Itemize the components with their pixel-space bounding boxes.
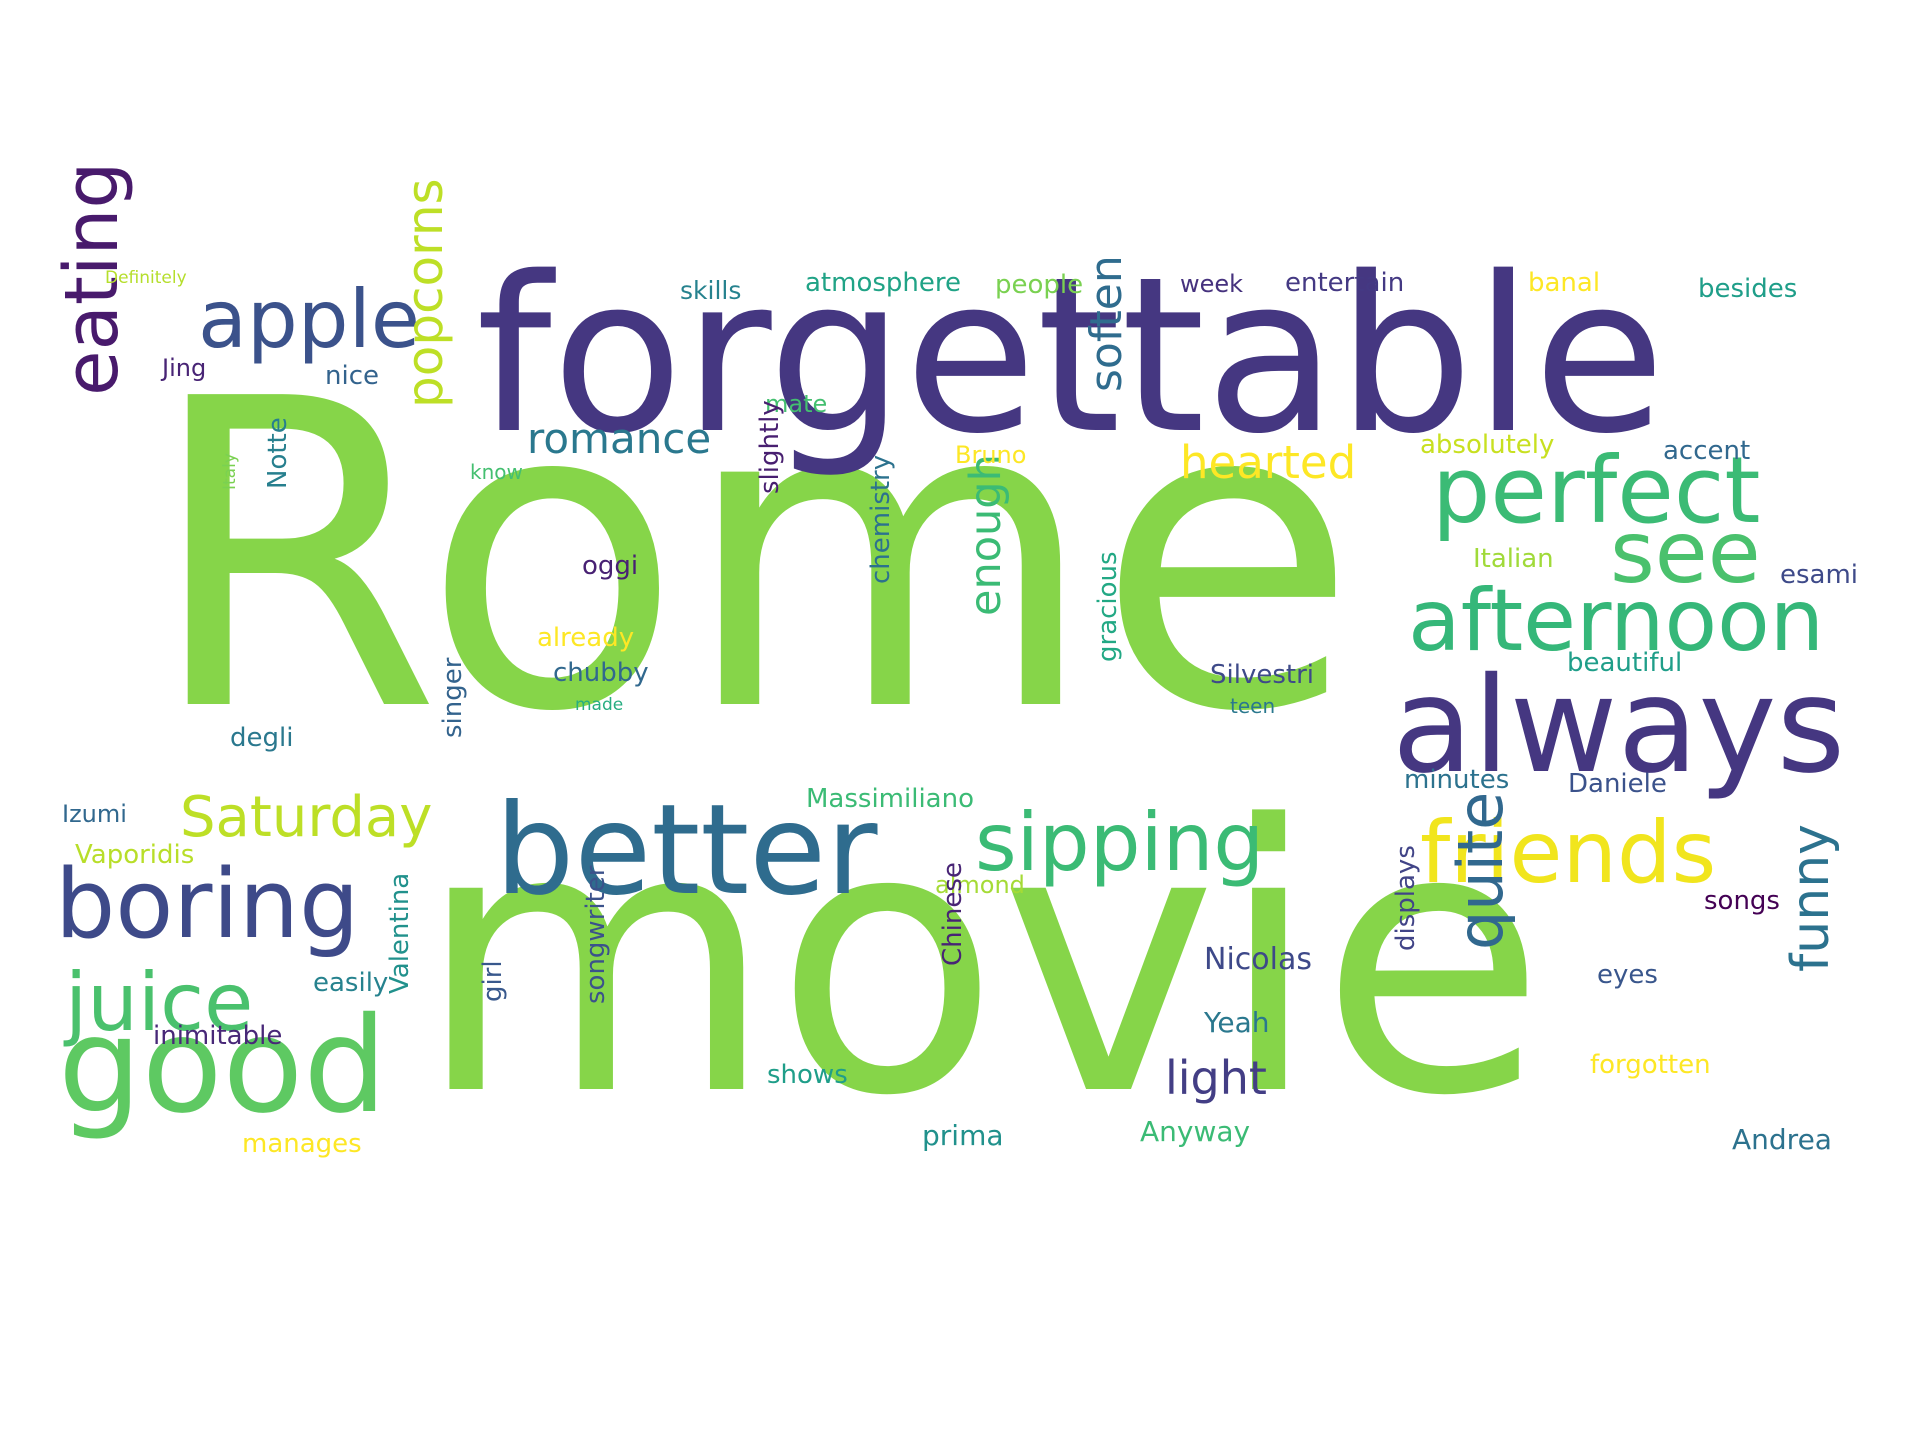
word-izumi: Izumi bbox=[62, 800, 127, 828]
word-chubby: chubby bbox=[553, 658, 649, 688]
word-eyes: eyes bbox=[1597, 960, 1658, 990]
word-prima: prima bbox=[922, 1119, 1004, 1152]
word-almond: almond bbox=[935, 871, 1025, 899]
word-silvestri: Silvestri bbox=[1210, 660, 1314, 690]
word-banal: banal bbox=[1528, 268, 1601, 298]
word-esami: esami bbox=[1780, 560, 1859, 590]
word-know: know bbox=[470, 460, 523, 484]
word-people: people bbox=[995, 270, 1084, 300]
word-apple: apple bbox=[198, 273, 421, 366]
word-atmosphere: atmosphere bbox=[805, 268, 961, 298]
word-accent: accent bbox=[1663, 436, 1751, 466]
word-week: week bbox=[1180, 270, 1244, 298]
word-movie: movie bbox=[416, 747, 1547, 1176]
word-songs: songs bbox=[1704, 886, 1780, 916]
word-better: better bbox=[495, 778, 878, 923]
word-nicolas: Nicolas bbox=[1204, 942, 1312, 977]
word-skills: skills bbox=[680, 276, 742, 305]
word-perfect: perfect bbox=[1432, 437, 1761, 544]
word-forgotten: forgotten bbox=[1590, 1050, 1711, 1080]
word-yeah: Yeah bbox=[1204, 1006, 1270, 1039]
word-bruno: Bruno bbox=[955, 441, 1027, 469]
word-always: always bbox=[1392, 649, 1846, 803]
word-good: good bbox=[58, 989, 388, 1143]
word-boring: boring bbox=[55, 850, 360, 960]
word-quite: quite bbox=[1444, 791, 1517, 950]
word-chemistry: chemistry bbox=[866, 454, 896, 584]
word-songwriter: songwriter bbox=[581, 865, 611, 1005]
word-anyway: Anyway bbox=[1140, 1115, 1251, 1148]
word-mate: mate bbox=[765, 390, 828, 418]
word-enough: enough bbox=[961, 454, 1011, 616]
word-juice: juice bbox=[65, 956, 254, 1049]
word-absolutely: absolutely bbox=[1420, 430, 1555, 460]
word-vaporidis: Vaporidis bbox=[75, 840, 195, 870]
word-easily: easily bbox=[313, 968, 389, 998]
word-friends: friends bbox=[1420, 803, 1717, 903]
word-beautiful: beautiful bbox=[1567, 648, 1683, 678]
word-gracious: gracious bbox=[1093, 551, 1123, 662]
word-notte: Notte bbox=[263, 417, 293, 489]
word-popcorns: popcorns bbox=[396, 178, 454, 408]
word-rome: Rome bbox=[146, 311, 1358, 805]
word-displays: displays bbox=[1391, 845, 1421, 951]
word-sipping: sipping bbox=[975, 796, 1265, 889]
word-see: see bbox=[1610, 503, 1761, 603]
word-nice: nice bbox=[325, 361, 379, 391]
word-daniele: Daniele bbox=[1568, 769, 1667, 799]
word-italy: Italy bbox=[220, 453, 240, 490]
word-teen: teen bbox=[1230, 694, 1276, 718]
word-besides: besides bbox=[1698, 274, 1798, 304]
word-valentina: Valentina bbox=[385, 872, 415, 994]
word-romance: romance bbox=[527, 414, 712, 463]
word-inimitable: inimitable bbox=[153, 1021, 283, 1051]
word-degli: degli bbox=[230, 723, 294, 753]
word-italian: Italian bbox=[1473, 544, 1554, 574]
word-singer: singer bbox=[438, 657, 468, 738]
word-light: light bbox=[1165, 1051, 1267, 1105]
word-forgettable: forgettable bbox=[476, 230, 1666, 481]
word-entertain: entertain bbox=[1285, 268, 1405, 298]
word-made: made bbox=[575, 695, 624, 715]
word-definitely: Definitely bbox=[105, 268, 187, 288]
word-manages: manages bbox=[242, 1129, 362, 1159]
word-chinese: Chinese bbox=[938, 862, 968, 966]
word-eating: Saturday bbox=[180, 785, 433, 850]
word-massimiliano: Massimiliano bbox=[806, 784, 974, 814]
word-minutes: minutes bbox=[1404, 765, 1510, 795]
word-already: already bbox=[537, 623, 635, 653]
word-jing: Jing bbox=[162, 354, 207, 382]
word-shows: shows bbox=[767, 1060, 848, 1090]
word-hearted: hearted bbox=[1180, 436, 1357, 489]
word-oggi: oggi bbox=[582, 551, 639, 581]
word-soften: soften bbox=[1081, 255, 1132, 392]
word-girl: girl bbox=[478, 960, 508, 1002]
word-slightly: slightly bbox=[755, 400, 785, 494]
word-andrea: Andrea bbox=[1732, 1123, 1832, 1156]
word-funny: funny bbox=[1781, 824, 1841, 972]
word-afternoon: afternoon bbox=[1408, 571, 1825, 671]
